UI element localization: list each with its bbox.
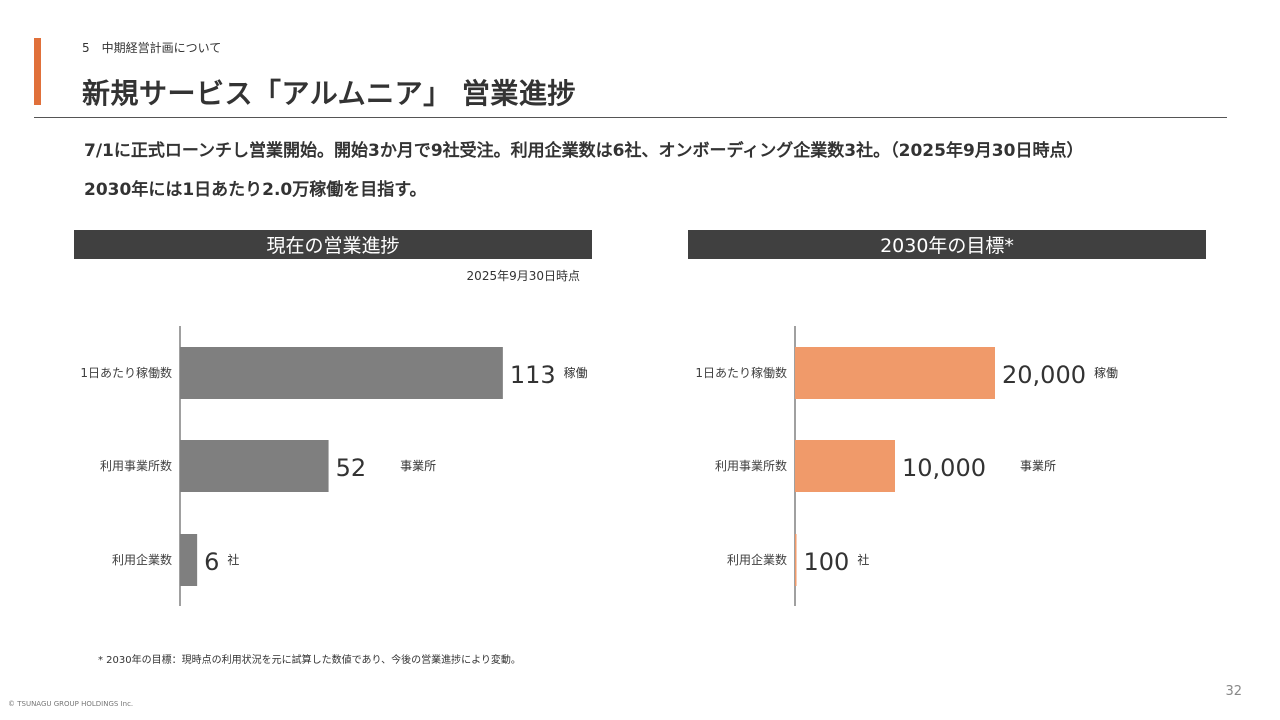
current-unit-label: 社: [227, 552, 239, 567]
page-title: 新規サービス「アルムニア」 営業進捗: [82, 77, 576, 110]
copyright: © TSUNAGU GROUP HOLDINGS Inc.: [8, 700, 134, 708]
footnote: * 2030年の目標：現時点の利用状況を元に試算した数値であり、今後の営業進捗に…: [98, 655, 521, 666]
target-category-label: 利用企業数: [727, 552, 787, 567]
current-category-label: 利用企業数: [112, 552, 172, 567]
section-label: 5 中期経営計画について: [82, 41, 222, 55]
current-unit-label: 稼働: [564, 365, 588, 380]
title-divider: [34, 117, 1227, 118]
current-value-label: 113: [510, 361, 556, 389]
target-bar: [795, 347, 995, 399]
page-number: 32: [1225, 684, 1242, 699]
target-value-label: 100: [804, 548, 850, 576]
current-bar: [180, 440, 329, 492]
accent-bar: [34, 38, 41, 105]
target-value-label: 10,000: [902, 454, 986, 482]
current-category-label: 1日あたり稼働数: [80, 365, 172, 380]
current-bar: [180, 534, 198, 586]
target-2030-header: 2030年の目標*: [688, 230, 1206, 259]
summary-line-2: 2030年には1日あたり2.0万稼働を目指す。: [84, 180, 427, 200]
current-value-label: 52: [336, 454, 367, 482]
target-bar: [795, 534, 797, 586]
target-category-label: 利用事業所数: [715, 458, 787, 473]
current-category-label: 利用事業所数: [100, 458, 172, 473]
current-progress-chart: 1日あたり稼働数 113 稼働利用事業所数 52 事業所利用企業数 6 社: [0, 320, 600, 610]
target-unit-label: 社: [857, 552, 869, 567]
target-value-label: 20,000: [1002, 361, 1086, 389]
current-bar: [180, 347, 503, 399]
as-of-date: 2025年9月30日時点: [466, 269, 580, 283]
summary-line-1: 7/1に正式ローンチし営業開始。開始3か月で9社受注。利用企業数は6社、オンボー…: [84, 141, 1084, 161]
current-unit-label: 事業所: [400, 459, 436, 473]
target-unit-label: 事業所: [1020, 459, 1056, 473]
current-value-label: 6: [204, 548, 219, 576]
target-category-label: 1日あたり稼働数: [695, 365, 787, 380]
target-2030-chart: 1日あたり稼働数 20,000 稼働利用事業所数 10,000 事業所利用企業数 100 社: [615, 320, 1215, 610]
current-progress-header: 現在の営業進捗: [74, 230, 592, 259]
target-unit-label: 稼働: [1094, 365, 1118, 380]
target-bar: [795, 440, 895, 492]
